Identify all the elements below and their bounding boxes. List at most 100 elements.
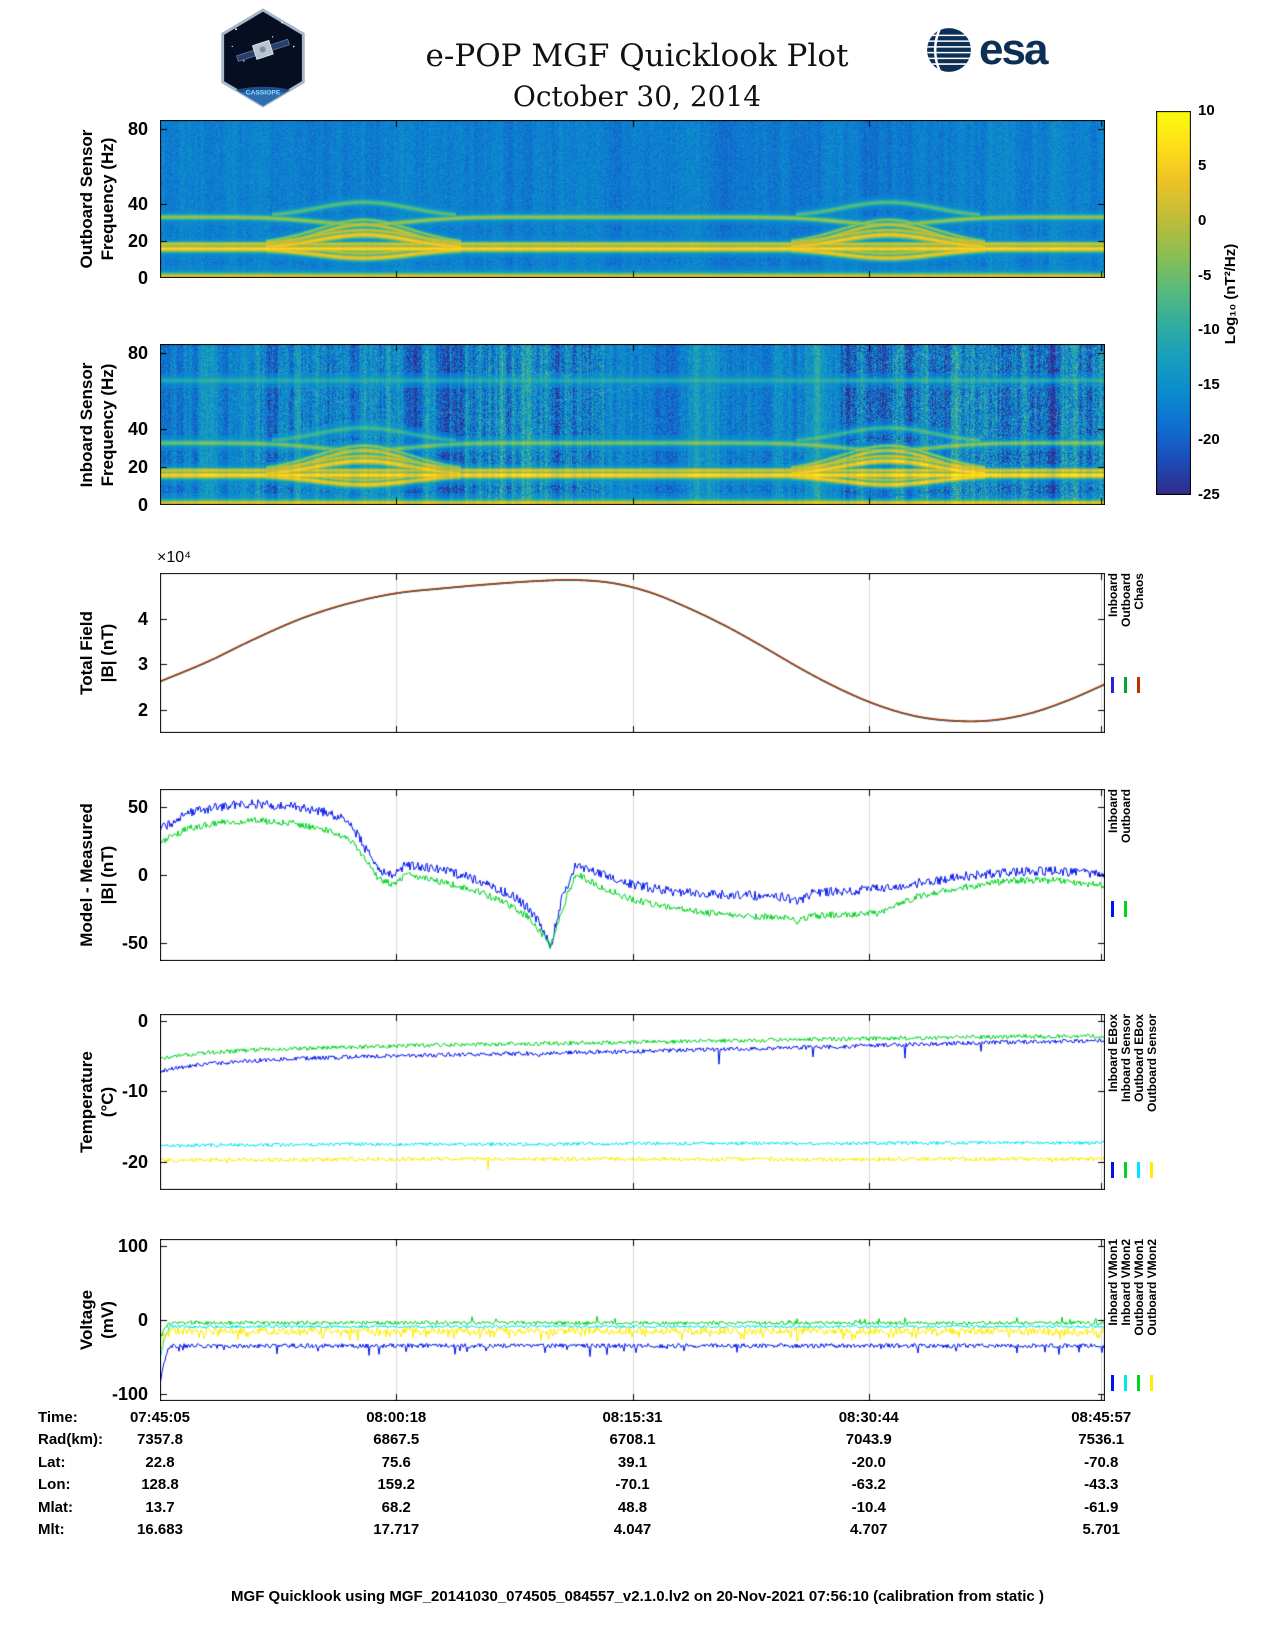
ylabel-line: (°C)	[98, 1086, 117, 1118]
model-minus-measured-canvas	[160, 789, 1105, 961]
model-minus-measured-ylabel: Model - Measured |B| (nT)	[76, 725, 118, 1025]
figure-title: e-POP MGF Quicklook Plot	[425, 38, 849, 74]
table-cell: 4.047	[613, 1521, 652, 1538]
legend-label: Outboard	[1119, 789, 1133, 843]
y-tick-label: -20	[121, 1151, 148, 1172]
table-row-label: Rad(km):	[38, 1431, 104, 1449]
y-tick-label: 4	[137, 608, 148, 629]
table-cell: 75.6	[381, 1453, 411, 1471]
legend-item: Outboard VMon2	[1145, 1239, 1159, 1401]
table-cell: 17.717	[373, 1521, 420, 1538]
legend-item: Inboard VMon1	[1106, 1239, 1120, 1401]
ylabel-line: Outboard Sensor	[77, 129, 96, 269]
ylabel-line: Frequency (Hz)	[98, 137, 117, 261]
legend-label: Outboard	[1119, 573, 1133, 627]
y-tick-label: 0	[137, 865, 148, 885]
legend-label: Outboard EBox	[1132, 1014, 1146, 1103]
y-tick-label: 0	[137, 495, 148, 515]
legend-label: Inboard Sensor	[1119, 1014, 1133, 1103]
voltage-canvas	[160, 1239, 1105, 1401]
y-tick-label: 40	[127, 419, 148, 440]
esa-logo: esa	[925, 22, 1065, 78]
table-row-label: Time:	[38, 1409, 78, 1426]
table-cell: -61.9	[1084, 1498, 1119, 1516]
table-cell: 5.701	[1082, 1521, 1120, 1538]
table-cell: 128.8	[141, 1476, 179, 1494]
y-tick-label: 0	[137, 268, 148, 288]
table-cell: -70.8	[1084, 1453, 1119, 1471]
patch-mission-name: CASSIOPE	[246, 89, 281, 96]
legend-item: Inboard	[1106, 573, 1120, 733]
table-cell: -43.3	[1084, 1476, 1119, 1494]
ylabel-line: |B| (nT)	[98, 845, 117, 905]
table-cell: -70.1	[615, 1476, 650, 1494]
legend-item: Outboard VMon1	[1132, 1239, 1146, 1401]
spec-inboard-ylabel: Inboard Sensor Frequency (Hz)	[76, 275, 118, 575]
cassiope-patch-icon: CASSIOPE	[221, 8, 305, 108]
cassiope-mission-patch: CASSIOPE	[215, 8, 311, 108]
colorbar-canvas	[1156, 111, 1191, 495]
colorbar-tick-label: -15	[1198, 376, 1220, 394]
table-cell: 07:45:05	[129, 1409, 191, 1426]
table-cell: 7536.1	[1078, 1431, 1125, 1449]
ylabel-line: Model - Measured	[77, 803, 96, 947]
axis-multiplier-label: ×10⁴	[157, 549, 192, 566]
table-cell: 08:15:31	[602, 1409, 663, 1426]
ylabel-line: Inboard Sensor	[77, 362, 96, 487]
ylabel-line: Frequency (Hz)	[98, 363, 117, 486]
y-tick-label: 3	[137, 654, 148, 675]
table-cell: 4.707	[849, 1521, 888, 1538]
legend-label: Inboard VMon1	[1106, 1239, 1120, 1326]
colorbar-tick-label: -25	[1198, 486, 1220, 503]
table-cell: 08:45:57	[1071, 1409, 1132, 1426]
legend-color-mark	[1137, 677, 1140, 693]
y-tick-label: 40	[127, 193, 148, 214]
ylabel-line: Total Field	[77, 611, 96, 695]
legend-label: Inboard EBox	[1106, 1014, 1120, 1093]
legend-item: Inboard	[1106, 789, 1120, 961]
spec-outboard-ylabel: Outboard Sensor Frequency (Hz)	[76, 49, 118, 349]
colorbar-tick-label: 10	[1198, 102, 1215, 119]
legend-color-mark	[1124, 677, 1127, 693]
legend-item: Inboard EBox	[1106, 1014, 1120, 1190]
y-tick-label: -100	[111, 1383, 148, 1404]
y-tick-label: 20	[127, 230, 148, 251]
legend-label: Inboard	[1106, 789, 1120, 833]
ylabel-line: Temperature	[77, 1051, 96, 1153]
esa-globe-icon	[927, 28, 971, 72]
table-cell: 13.7	[145, 1498, 175, 1516]
ylabel-line: Voltage	[77, 1289, 96, 1351]
footer-note: MGF Quicklook using MGF_20141030_074505_…	[231, 1588, 1044, 1605]
legend-label: Outboard Sensor	[1145, 1014, 1159, 1113]
y-tick-label: 20	[127, 457, 148, 478]
legend-color-mark	[1150, 1375, 1153, 1391]
legend-color-mark	[1111, 677, 1114, 693]
legend-label: Inboard	[1106, 573, 1120, 617]
table-cell: 68.2	[381, 1498, 411, 1516]
colorbar-tick-label: -20	[1198, 431, 1220, 449]
legend-label: Outboard VMon2	[1145, 1239, 1159, 1336]
legend-color-mark	[1137, 1375, 1140, 1391]
legend-color-mark	[1124, 1162, 1127, 1178]
ylabel-line: |B| (nT)	[98, 623, 117, 683]
y-tick-label: 2	[137, 700, 148, 721]
y-tick-label: 0	[137, 1310, 148, 1330]
y-tick-label: 100	[117, 1236, 148, 1257]
legend-item: Outboard	[1119, 573, 1133, 733]
table-cell: -63.2	[851, 1476, 886, 1494]
legend-item: Outboard EBox	[1132, 1014, 1146, 1190]
legend-label: Inboard VMon2	[1119, 1239, 1133, 1326]
legend-color-mark	[1150, 1162, 1153, 1178]
table-cell: 6867.5	[373, 1431, 420, 1449]
total-field-canvas	[160, 573, 1105, 733]
colorbar-tick-label: -10	[1198, 321, 1220, 339]
table-cell: 6708.1	[609, 1431, 656, 1449]
table-cell: 159.2	[377, 1476, 416, 1494]
legend-label: Chaos	[1132, 573, 1146, 610]
colorbar-tick-label: -5	[1198, 266, 1212, 284]
esa-wordmark: esa	[979, 25, 1048, 74]
temperature-ylabel: Temperature (°C)	[76, 952, 118, 1252]
legend-item: Inboard VMon2	[1119, 1239, 1133, 1401]
